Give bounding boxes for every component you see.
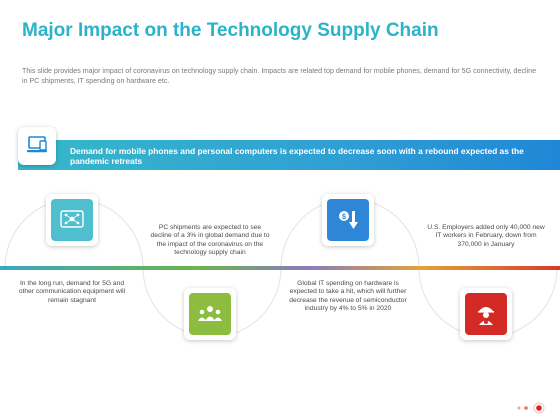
step-1-text: In the long run, demand for 5G and other…	[18, 280, 126, 304]
page-subtitle: This slide provides major impact of coro…	[22, 67, 537, 85]
step-2-icon-bg	[189, 293, 231, 335]
footer-decoration	[517, 402, 545, 414]
banner-icon-box	[18, 127, 56, 165]
step-2-card	[184, 288, 236, 340]
step-4-card	[460, 288, 512, 340]
banner-text: Demand for mobile phones and personal co…	[70, 146, 524, 166]
banner: Demand for mobile phones and personal co…	[18, 140, 560, 170]
step-1-card	[46, 194, 98, 246]
dot-2	[524, 406, 528, 410]
worker-gear-icon	[478, 307, 494, 325]
dot-3	[536, 405, 542, 411]
people-network-icon	[198, 306, 222, 321]
step-4-text: U.S. Employers added only 40,000 new IT …	[427, 224, 545, 248]
step-2-text: PC shipments are expected to see decline…	[150, 224, 270, 257]
computer-monitor-icon	[27, 136, 47, 153]
dollar-down-arrow-icon: $	[339, 211, 358, 229]
step-4-icon-bg	[465, 293, 507, 335]
step-1-icon-bg	[51, 199, 93, 241]
timeline-bar	[0, 266, 560, 270]
page-title: Major Impact on the Technology Supply Ch…	[22, 20, 439, 41]
dot-ring	[533, 402, 545, 414]
svg-text:$: $	[342, 214, 346, 221]
network-icon	[60, 210, 84, 228]
step-3-icon-bg: $	[327, 199, 369, 241]
dot-1	[517, 406, 521, 410]
step-3-card: $	[322, 194, 374, 246]
step-3-text: Global IT spending on hardware is expect…	[289, 280, 407, 313]
